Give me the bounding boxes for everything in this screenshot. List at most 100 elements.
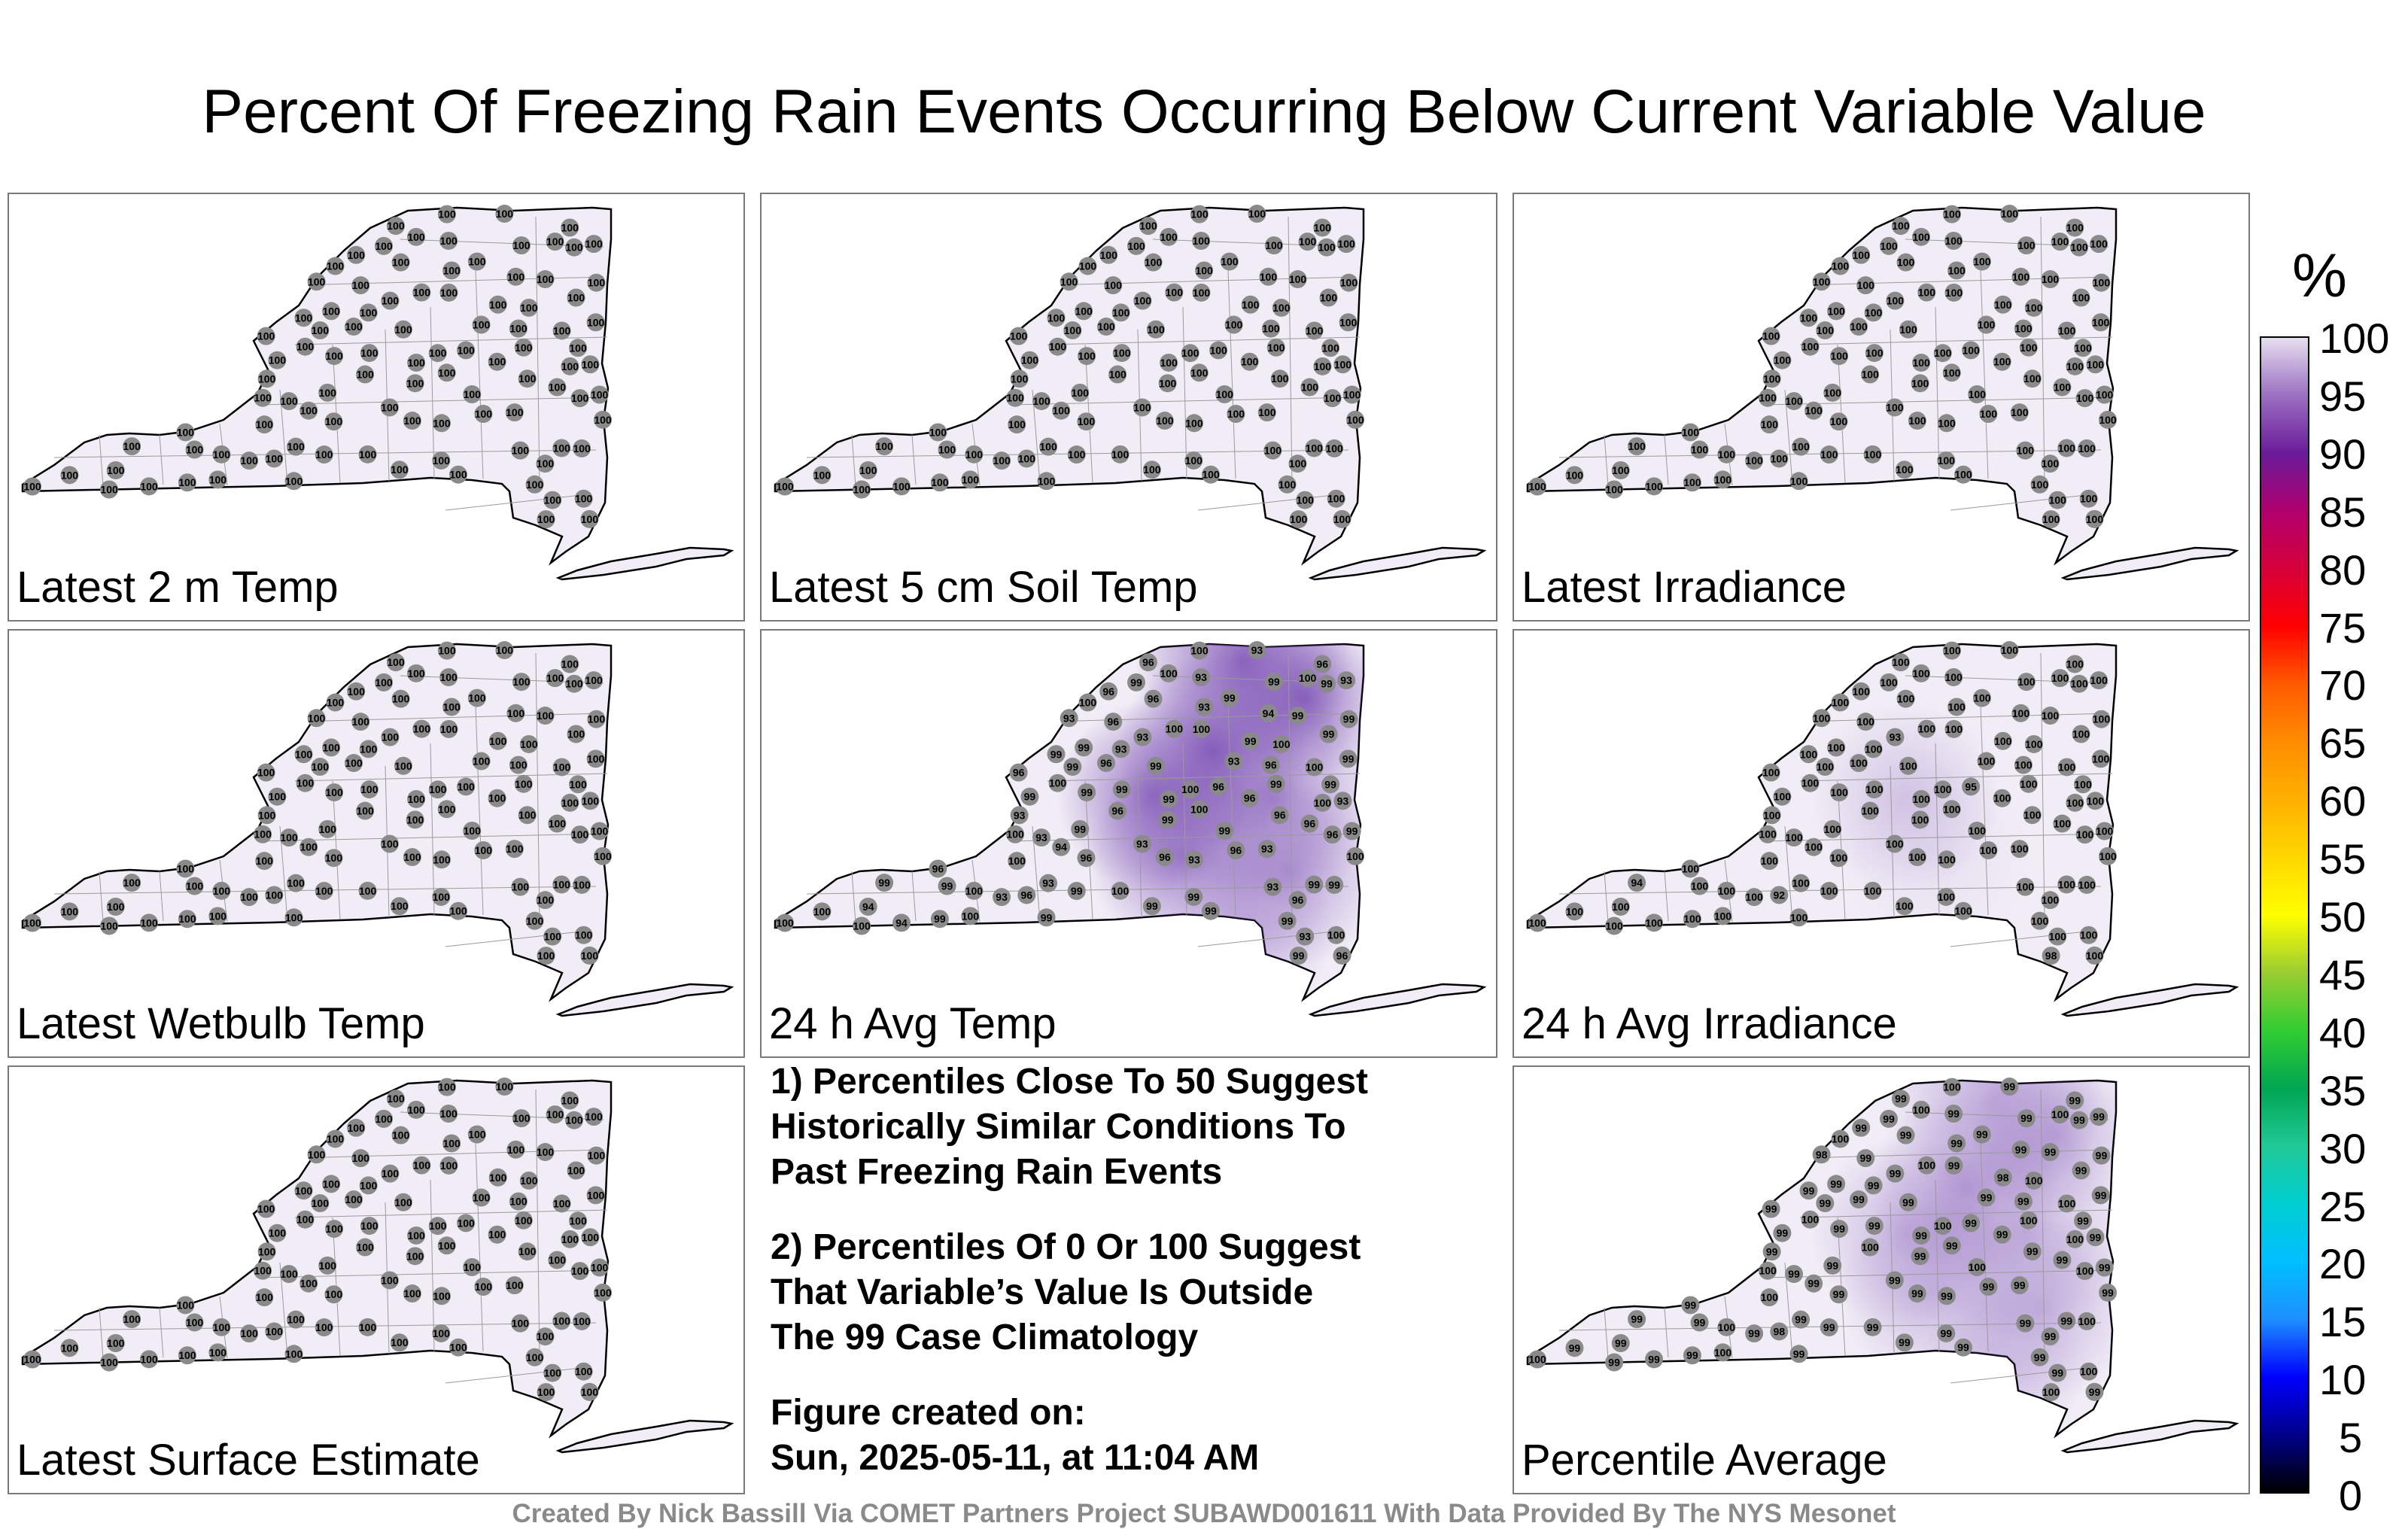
station-marker: 100	[1831, 257, 1850, 275]
svg-text:100: 100	[433, 891, 451, 903]
station-marker: 100	[432, 850, 451, 869]
station-marker: 100	[325, 783, 344, 802]
svg-text:100: 100	[407, 667, 425, 679]
station-marker: 100	[1823, 383, 1842, 402]
station-marker: 100	[100, 480, 119, 499]
svg-text:96: 96	[1316, 658, 1328, 670]
svg-text:94: 94	[1263, 707, 1275, 719]
station-marker: 100	[1917, 1156, 1936, 1175]
svg-text:99: 99	[1067, 761, 1079, 773]
svg-text:100: 100	[213, 885, 231, 897]
svg-text:94: 94	[862, 901, 874, 913]
station-marker: 100	[1047, 309, 1066, 327]
station-marker: 100	[1856, 276, 1875, 295]
station-marker: 100	[325, 1220, 344, 1239]
long-island	[555, 546, 734, 581]
svg-text:100: 100	[567, 292, 585, 304]
station-marker: 100	[1528, 477, 1547, 496]
station-marker: 100	[391, 253, 410, 272]
station-marker: 100	[345, 1190, 363, 1209]
svg-text:100: 100	[512, 445, 530, 457]
station-marker: 100	[505, 840, 524, 859]
svg-text:100: 100	[429, 783, 447, 795]
station-marker: 100	[1032, 392, 1050, 411]
station-marker: 100	[1144, 253, 1163, 272]
station-marker: 100	[474, 1278, 493, 1296]
station-marker: 100	[472, 752, 491, 771]
station-marker: 94	[892, 913, 911, 932]
station-marker: 100	[358, 1318, 377, 1336]
station-marker: 100	[519, 1171, 538, 1190]
svg-text:100: 100	[573, 442, 591, 454]
svg-text:100: 100	[1993, 792, 2011, 804]
station-marker: 100	[1745, 451, 1764, 470]
svg-text:100: 100	[1973, 256, 1991, 268]
station-marker: 100	[548, 814, 567, 833]
svg-text:100: 100	[1225, 319, 1243, 331]
station-marker: 99	[1993, 1225, 2011, 1244]
station-marker: 100	[2078, 439, 2096, 457]
station-marker: 100	[1801, 337, 1820, 356]
station-marker: 100	[536, 707, 555, 725]
svg-text:100: 100	[553, 878, 571, 890]
station-marker: 100	[60, 902, 79, 921]
svg-text:100: 100	[585, 238, 603, 250]
station-marker: 100	[1690, 877, 1709, 895]
station-marker: 96	[929, 859, 947, 878]
svg-text:99: 99	[2073, 1114, 2085, 1126]
station-marker: 100	[1773, 351, 1792, 369]
station-marker: 99	[1911, 1247, 1929, 1266]
station-marker: 100	[2023, 369, 2042, 388]
svg-text:99: 99	[1748, 1327, 1760, 1339]
station-marker: 100	[1319, 288, 1338, 307]
station-marker: 96	[1144, 689, 1163, 708]
svg-text:100: 100	[61, 469, 79, 481]
station-marker: 98	[1812, 1145, 1831, 1164]
svg-text:93: 93	[1890, 731, 1902, 743]
station-marker: 100	[185, 1313, 204, 1332]
svg-text:100: 100	[1934, 783, 1952, 795]
station-marker: 100	[439, 719, 458, 738]
station-marker: 100	[1209, 341, 1228, 360]
svg-text:100: 100	[1887, 295, 1905, 307]
svg-text:100: 100	[2099, 414, 2117, 426]
svg-text:100: 100	[209, 910, 227, 922]
svg-text:100: 100	[594, 414, 612, 426]
svg-text:99: 99	[1983, 1281, 1995, 1293]
svg-text:100: 100	[1861, 1242, 1879, 1254]
svg-text:100: 100	[588, 277, 606, 289]
svg-text:93: 93	[1063, 712, 1075, 724]
svg-text:100: 100	[406, 1250, 424, 1262]
svg-text:100: 100	[2014, 323, 2033, 335]
svg-text:100: 100	[2023, 809, 2042, 821]
station-marker: 100	[586, 749, 605, 768]
station-marker: 99	[1075, 738, 1093, 757]
station-marker: 100	[509, 1192, 528, 1211]
svg-text:100: 100	[209, 1346, 227, 1358]
station-marker: 100	[1611, 897, 1630, 916]
svg-text:100: 100	[549, 1254, 567, 1266]
station-marker: 100	[1713, 1343, 1732, 1362]
svg-text:100: 100	[1817, 761, 1835, 773]
svg-text:100: 100	[582, 795, 600, 807]
station-marker: 100	[1111, 881, 1130, 900]
station-marker: 100	[514, 1211, 533, 1230]
station-marker: 100	[23, 1350, 42, 1369]
station-marker: 100	[2019, 774, 2038, 793]
svg-text:100: 100	[512, 1112, 531, 1124]
station-marker: 100	[1097, 318, 1116, 336]
station-marker: 100	[359, 1176, 378, 1195]
station-marker: 100	[1829, 412, 1848, 431]
station-marker: 100	[1968, 385, 1987, 403]
station-marker: 96	[1240, 789, 1259, 807]
svg-text:100: 100	[506, 1279, 524, 1291]
svg-text:100: 100	[2058, 761, 2076, 773]
svg-text:100: 100	[348, 685, 366, 698]
station-marker: 99	[1289, 947, 1308, 965]
station-marker: 100	[537, 947, 555, 965]
svg-text:93: 93	[1337, 795, 1349, 807]
svg-text:100: 100	[2042, 457, 2060, 470]
svg-text:100: 100	[1278, 479, 1297, 491]
station-marker: 100	[488, 352, 506, 371]
svg-text:100: 100	[345, 321, 363, 333]
